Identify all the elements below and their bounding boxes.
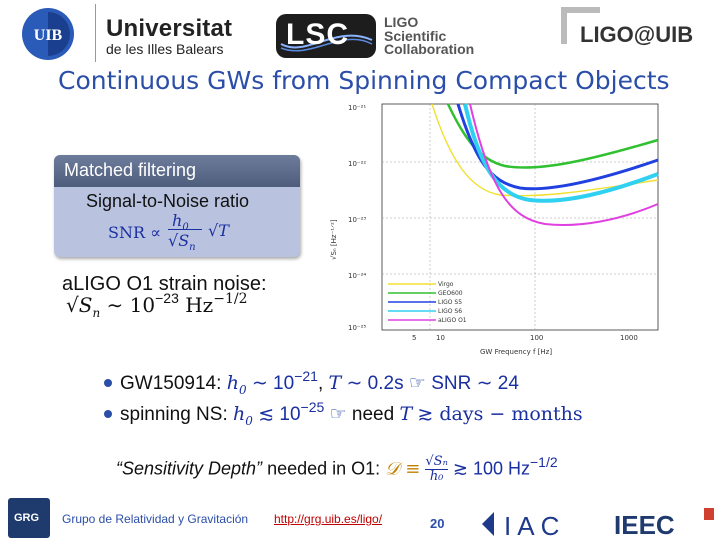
lsc-swirl-icon	[280, 34, 373, 52]
footer-group-name: Grupo de Relatividad y Gravitación	[62, 512, 249, 526]
uib-subtitle: de les Illes Balears	[106, 41, 224, 58]
x-tick: 10	[436, 334, 445, 342]
x-tick: 100	[530, 334, 543, 342]
lsc-logo: LSC	[276, 14, 376, 58]
svg-text:Virgo: Virgo	[438, 281, 454, 288]
ieec-text: IEEC	[614, 510, 675, 540]
lsc-word: LIGO	[384, 14, 419, 30]
y-tick: 10⁻²¹	[348, 104, 366, 112]
snr-rhs: √T	[208, 221, 229, 240]
curve-geo600	[446, 103, 659, 169]
ieec-logo: IEEC	[614, 508, 714, 540]
uib-name: Universitat	[106, 15, 233, 42]
matched-filtering-box: Matched filtering Signal-to-Noise ratio …	[54, 155, 300, 257]
curve-ligo-s5	[456, 103, 659, 191]
svg-text:aLIGO O1: aLIGO O1	[438, 317, 467, 324]
y-axis-label: √Sₙ [Hz⁻¹ᐟ²]	[330, 219, 338, 260]
slide-title: Continuous GWs from Spinning Compact Obj…	[58, 66, 670, 95]
snr-denominator: √Sn	[168, 231, 196, 254]
grg-logo: GRG	[8, 498, 50, 538]
snr-lhs: SNR ∝	[108, 223, 161, 242]
uib-badge: UIB	[34, 27, 63, 44]
bullet-dot	[104, 410, 112, 418]
curve-ligo-s6	[463, 103, 659, 203]
y-tick: 10⁻²⁵	[348, 324, 366, 332]
x-tick: 5	[412, 334, 416, 342]
noise-curve-plot: 10⁻²¹ 10⁻²² 10⁻²³ 10⁻²⁴ 10⁻²⁵ 5 10 100 1…	[330, 103, 659, 356]
svg-text:LIGO S6: LIGO S6	[438, 308, 462, 315]
matched-filtering-heading: Matched filtering	[54, 155, 300, 187]
iac-text: IAC	[504, 511, 565, 540]
plot-legend: Virgo GEO600 LIGO S5 LIGO S6 aLIGO O1	[388, 281, 467, 324]
strain-noise-label: aLIGO O1 strain noise:	[62, 273, 267, 295]
iac-logo: IAC	[482, 511, 565, 540]
pointing-hand-icon: ☞	[408, 372, 426, 394]
bullet-dot	[104, 379, 112, 387]
page-number: 20	[430, 516, 445, 531]
bullet-spinning-ns: spinning NS: h0 ≲ 10−25 ☞ need T ≳ days …	[120, 399, 583, 428]
pointing-hand-icon: ☞	[329, 403, 347, 425]
lsc-wordmark: LIGO Scientific Collaboration	[384, 14, 475, 58]
grg-badge: GRG	[14, 512, 40, 524]
x-axis-label: GW Frequency f [Hz]	[480, 348, 552, 356]
svg-text:GEO600: GEO600	[438, 290, 463, 297]
snr-subheading: Signal-to-Noise ratio	[86, 191, 250, 211]
bullet-gw150914: GW150914: h0 ∼ 10−21, T ∼ 0.2s ☞ SNR ∼ 2…	[120, 368, 519, 397]
svg-text:LIGO S5: LIGO S5	[438, 299, 462, 306]
x-tick: 1000	[620, 334, 638, 342]
ligo-arms-icon	[561, 7, 600, 44]
ligo-uib-text: LIGO@UIB	[580, 22, 694, 47]
snr-numerator: h0	[172, 211, 189, 234]
lsc-abbrev: LSC	[286, 18, 349, 51]
uib-wordmark: Universitat de les Illes Balears	[106, 16, 232, 57]
curve-aligo-o1	[469, 103, 659, 227]
ligo-uib-logo: LIGO@UIB	[560, 4, 712, 60]
snr-formula: SNR ∝ h0 √Sn √T	[108, 211, 298, 255]
lsc-word: Collaboration	[384, 41, 475, 58]
curve-virgo	[431, 103, 659, 197]
y-tick: 10⁻²⁴	[348, 272, 366, 280]
uib-logo: UIB	[22, 8, 74, 60]
strain-noise-formula: √Sn ∼ 10−23 Hz−1/2	[66, 290, 248, 320]
header-divider	[95, 4, 96, 62]
footer-link[interactable]: http://grg.uib.es/ligo/	[274, 512, 383, 526]
snr-fraction-bar	[168, 229, 202, 230]
y-tick: 10⁻²³	[348, 216, 366, 224]
lsc-word: Scientific	[384, 27, 447, 44]
sensitivity-depth-line: “Sensitivity Depth” needed in O1: 𝒟 ≡ √S…	[116, 453, 558, 485]
y-tick: 10⁻²²	[348, 160, 366, 168]
